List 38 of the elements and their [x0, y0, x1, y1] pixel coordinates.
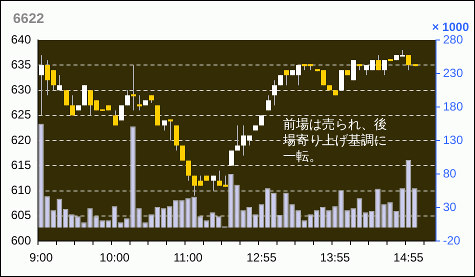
y2-tick-label: -20	[443, 233, 461, 248]
y-tick-label: 600	[10, 233, 32, 248]
x-tick-label: 11:00	[173, 250, 203, 265]
candlestick	[137, 94, 142, 111]
y2-tick-label: 280	[443, 32, 464, 46]
candlestick	[174, 124, 179, 152]
y2-tick-label: 180	[443, 99, 464, 114]
candlestick	[155, 104, 160, 126]
y2-tick-label: 30	[443, 200, 457, 214]
y2-axis-title: × 1000	[432, 20, 470, 34]
candlestick	[113, 110, 118, 126]
x-tick-label: 14:55	[393, 250, 424, 265]
y2-tick-label: 230	[443, 66, 464, 80]
y-tick-label: 620	[10, 132, 32, 147]
y-tick-label: 630	[10, 82, 32, 97]
candlestick	[131, 64, 136, 111]
x-tick-label: 9:00	[29, 250, 54, 265]
candlestick	[70, 94, 75, 116]
candlestick	[376, 54, 381, 71]
x-tick-label: 13:55	[320, 250, 350, 265]
candlestick	[406, 54, 411, 71]
candlestick	[186, 160, 191, 182]
x-tick-label: 10:00	[100, 250, 130, 265]
x-tick-label: 12:55	[246, 250, 277, 265]
candlestick	[168, 118, 173, 141]
y-tick-label: 615	[10, 158, 32, 172]
candlestick	[64, 90, 69, 106]
y-tick-label: 610	[10, 183, 32, 198]
candlestick	[284, 70, 289, 86]
candlestick	[266, 94, 271, 111]
chart-title: 6622	[13, 10, 44, 26]
y-tick-label: 605	[10, 208, 32, 222]
candlestick	[180, 145, 185, 162]
y-tick-label: 640	[10, 32, 32, 46]
y-tick-label: 635	[10, 57, 32, 72]
y-tick-label: 625	[10, 108, 32, 122]
y2-tick-label: 130	[443, 132, 464, 147]
y2-tick-label: 80	[443, 166, 457, 180]
